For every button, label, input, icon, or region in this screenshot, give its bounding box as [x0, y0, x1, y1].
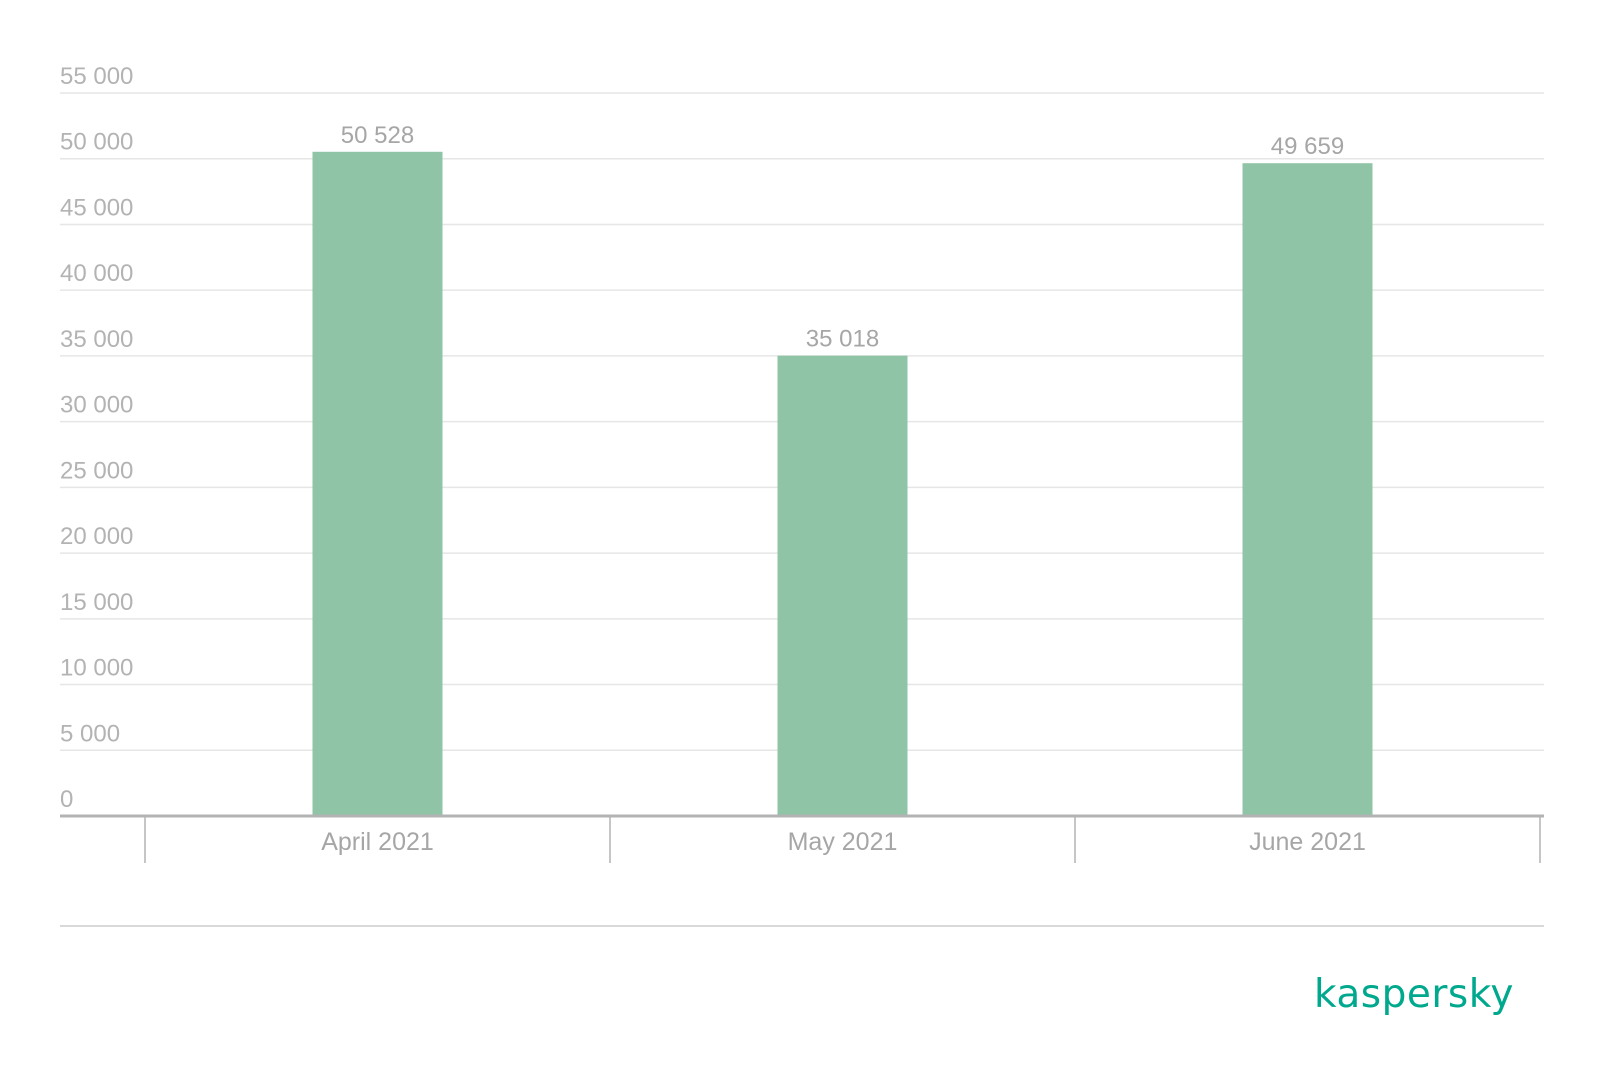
bar [777, 355, 908, 816]
kaspersky-logo: kaspersky [1314, 972, 1514, 1017]
y-tick-label: 25 000 [60, 457, 133, 484]
y-tick-label: 40 000 [60, 260, 133, 287]
y-tick-label: 35 000 [60, 326, 133, 353]
y-tick-label: 15 000 [60, 589, 133, 616]
x-axis: April 2021 May 2021 June 2021 [60, 814, 1544, 863]
y-tick-label: 30 000 [60, 392, 133, 419]
bar [312, 151, 443, 816]
bars [312, 151, 1373, 817]
y-tick-label: 20 000 [60, 523, 133, 550]
x-tick-label: May 2021 [788, 828, 898, 856]
y-tick-label: 10 000 [60, 655, 133, 682]
data-label: 35 018 [806, 326, 879, 353]
data-label: 50 528 [341, 122, 414, 149]
y-axis-ticks: 0 5 000 10 000 15 000 20 000 25 000 30 000 35 0… [60, 63, 133, 813]
data-labels: 50 528 35 018 49 659 [341, 122, 1344, 353]
data-label: 49 659 [1271, 133, 1344, 160]
y-tick-label: 55 000 [60, 63, 133, 90]
x-tick-label: April 2021 [321, 828, 434, 856]
x-tick-label: June 2021 [1249, 828, 1366, 856]
bar [1242, 163, 1373, 817]
y-tick-label: 0 [60, 786, 73, 813]
y-tick-label: 50 000 [60, 129, 133, 156]
y-tick-label: 45 000 [60, 194, 133, 221]
y-tick-label: 5 000 [60, 720, 120, 747]
